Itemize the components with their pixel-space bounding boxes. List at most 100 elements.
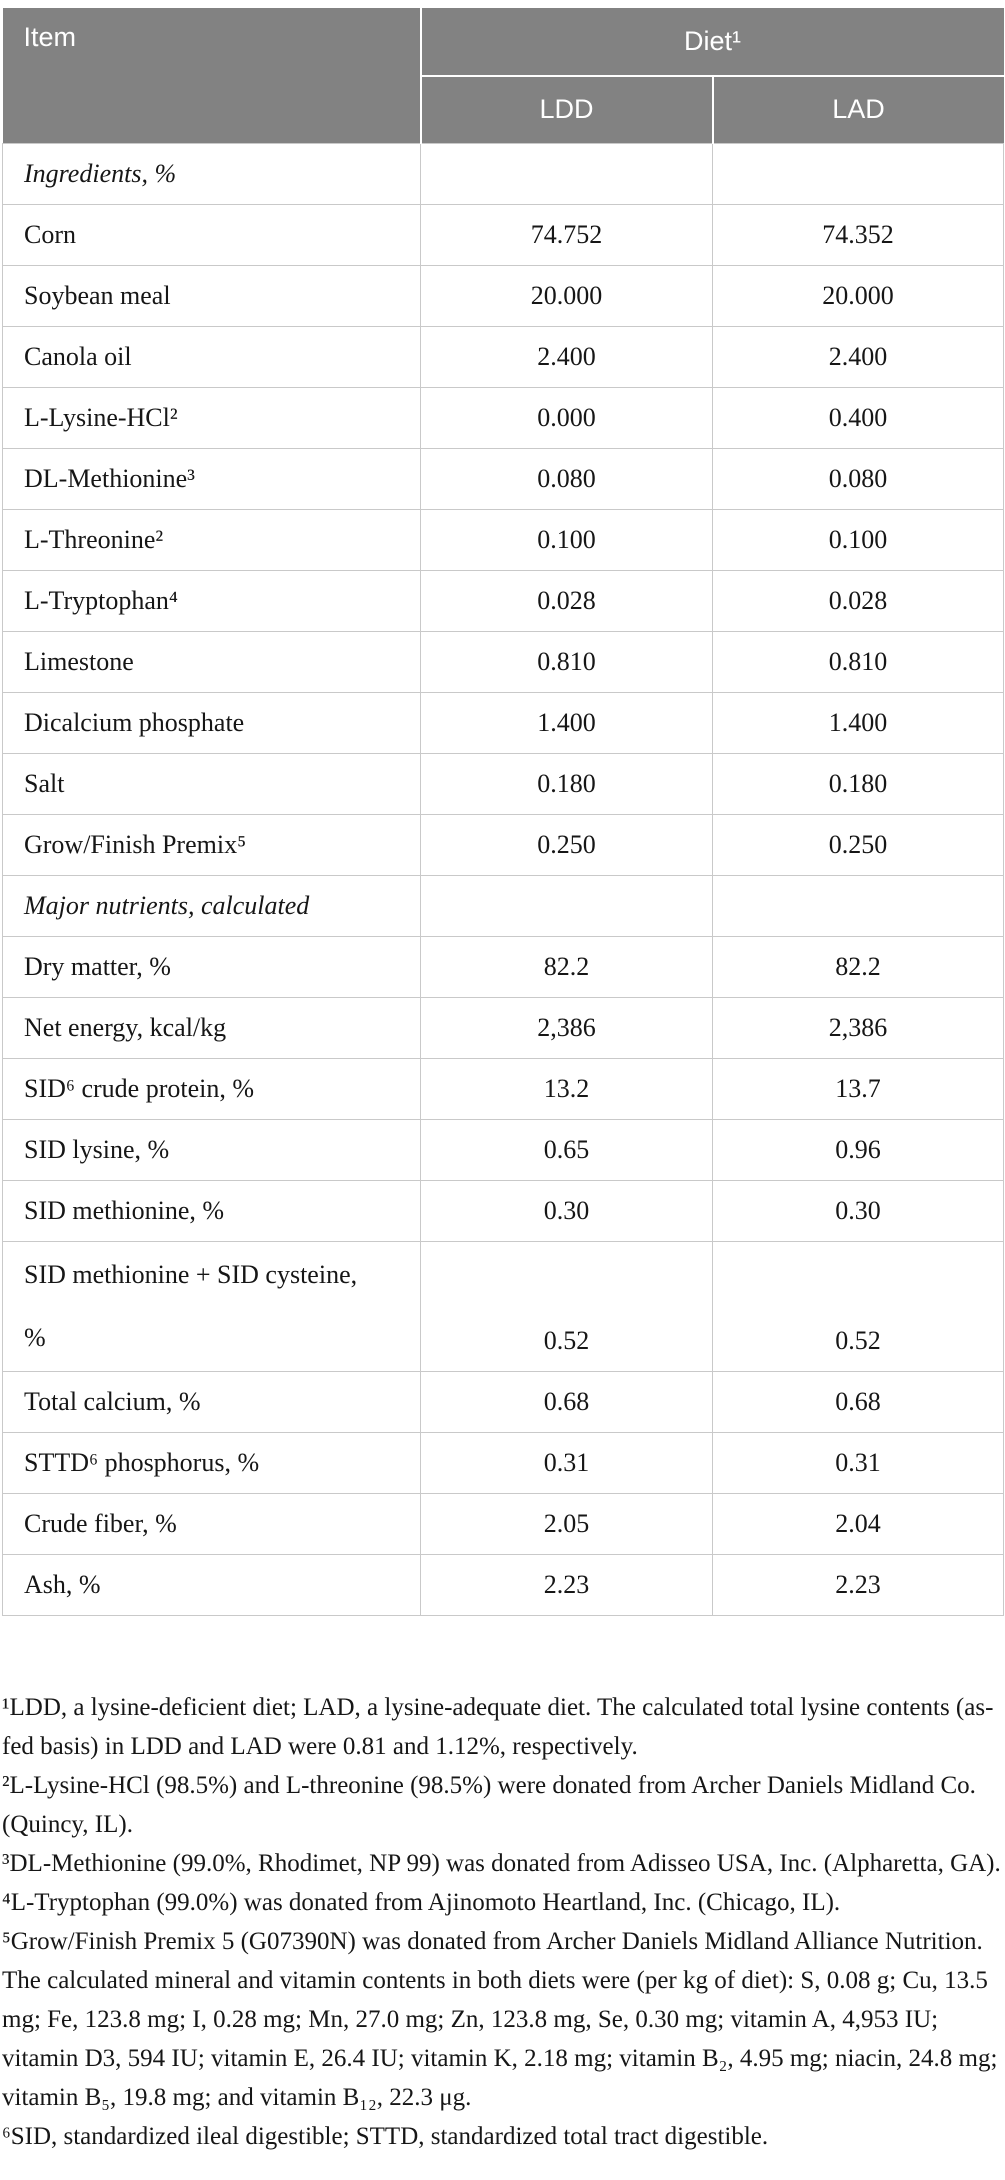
lad-value: 0.400: [711, 386, 1005, 449]
table-row: SID lysine, % 0.65 0.96: [2, 1118, 1005, 1181]
lad-value: 0.080: [711, 447, 1005, 510]
row-label: SID⁶ crude protein, %: [2, 1057, 421, 1120]
row-label: DL-Methionine³: [2, 447, 421, 510]
row-label: L-Threonine²: [2, 508, 421, 571]
table-row: Corn 74.752 74.352: [2, 203, 1005, 266]
lad-value: 0.31: [711, 1431, 1005, 1494]
lad-value: 20.000: [711, 264, 1005, 327]
lad-value: 0.68: [711, 1370, 1005, 1433]
table-row: Net energy, kcal/kg 2,386 2,386: [2, 996, 1005, 1059]
table-row: Crude fiber, % 2.05 2.04: [2, 1492, 1005, 1555]
table-header: Item Diet¹ LDD LAD: [2, 8, 1004, 143]
table-row: Salt 0.180 0.180: [2, 752, 1005, 815]
table-footnotes: ¹LDD, a lysine-deficient diet; LAD, a ly…: [2, 1688, 1003, 2156]
ldd-value: [420, 142, 713, 205]
ldd-value: 0.30: [420, 1179, 713, 1242]
row-label: Ingredients, %: [2, 142, 421, 205]
row-label: STTD⁶ phosphorus, %: [2, 1431, 421, 1494]
table-row: DL-Methionine³ 0.080 0.080: [2, 447, 1005, 510]
lad-value: 13.7: [711, 1057, 1005, 1120]
ldd-value: 0.250: [420, 813, 713, 876]
ldd-value: 20.000: [420, 264, 713, 327]
ldd-value: 2.05: [420, 1492, 713, 1555]
table-row: Major nutrients, calculated: [2, 874, 1005, 937]
ldd-value: 13.2: [420, 1057, 713, 1120]
ldd-value: 2.23: [420, 1553, 713, 1616]
lad-value: 0.52: [711, 1240, 1005, 1372]
table-row: Dry matter, % 82.2 82.2: [2, 935, 1005, 998]
ldd-value: 0.180: [420, 752, 713, 815]
row-label: Soybean meal: [2, 264, 421, 327]
column-header-lad: LAD: [711, 76, 1004, 143]
lad-value: [711, 142, 1005, 205]
row-label: Net energy, kcal/kg: [2, 996, 421, 1059]
lad-value: 1.400: [711, 691, 1005, 754]
table-row: SID methionine + SID cysteine, % 0.52 0.…: [2, 1240, 1005, 1372]
lad-value: 0.96: [711, 1118, 1005, 1181]
lad-value: 2.04: [711, 1492, 1005, 1555]
footnote-1: ¹LDD, a lysine-deficient diet; LAD, a ly…: [2, 1693, 994, 1760]
table-row: Ash, % 2.23 2.23: [2, 1553, 1005, 1616]
row-label: Salt: [2, 752, 421, 815]
row-label: Dry matter, %: [2, 935, 421, 998]
lad-value: 0.180: [711, 752, 1005, 815]
row-label: Major nutrients, calculated: [2, 874, 421, 937]
row-label: Crude fiber, %: [2, 1492, 421, 1555]
table-row: SID⁶ crude protein, % 13.2 13.7: [2, 1057, 1005, 1120]
lad-value: 82.2: [711, 935, 1005, 998]
lad-value: [711, 874, 1005, 937]
ldd-value: 0.65: [420, 1118, 713, 1181]
lad-value: 2.23: [711, 1553, 1005, 1616]
table-row: L-Tryptophan⁴ 0.028 0.028: [2, 569, 1005, 632]
table-body: Ingredients, % Corn 74.752 74.352 Soybea…: [2, 142, 1005, 1616]
row-label: L-Tryptophan⁴: [2, 569, 421, 632]
lad-value: 0.30: [711, 1179, 1005, 1242]
ldd-value: 2,386: [420, 996, 713, 1059]
row-label: SID methionine, %: [2, 1179, 421, 1242]
footnote-5: ⁵Grow/Finish Premix 5 (G07390N) was dona…: [2, 1927, 998, 2111]
ldd-value: 0.028: [420, 569, 713, 632]
row-label: Grow/Finish Premix⁵: [2, 813, 421, 876]
row-label: SID methionine + SID cysteine, %: [2, 1240, 421, 1372]
ldd-value: 0.52: [420, 1240, 713, 1372]
table-row: Ingredients, %: [2, 142, 1005, 205]
table-row: L-Threonine² 0.100 0.100: [2, 508, 1005, 571]
row-label: Limestone: [2, 630, 421, 693]
header-row-diet: Item Diet¹: [2, 8, 1004, 143]
row-label: Canola oil: [2, 325, 421, 388]
footnote-3: ³DL-Methionine (99.0%, Rhodimet, NP 99) …: [2, 1849, 1001, 1877]
lad-value: 0.028: [711, 569, 1005, 632]
table-row: Canola oil 2.400 2.400: [2, 325, 1005, 388]
table-row: Limestone 0.810 0.810: [2, 630, 1005, 693]
row-label: Ash, %: [2, 1553, 421, 1616]
ldd-value: 1.400: [420, 691, 713, 754]
table-row: Soybean meal 20.000 20.000: [2, 264, 1005, 327]
lad-value: 74.352: [711, 203, 1005, 266]
ldd-value: 0.000: [420, 386, 713, 449]
table-row: STTD⁶ phosphorus, % 0.31 0.31: [2, 1431, 1005, 1494]
column-header-ldd: LDD: [419, 76, 713, 143]
table-row: Dicalcium phosphate 1.400 1.400: [2, 691, 1005, 754]
ldd-value: 74.752: [420, 203, 713, 266]
column-header-diet: Diet¹: [419, 8, 1004, 77]
table-row: Grow/Finish Premix⁵ 0.250 0.250: [2, 813, 1005, 876]
column-header-item: Item: [2, 8, 421, 143]
ldd-value: 0.100: [420, 508, 713, 571]
ldd-value: [420, 874, 713, 937]
lad-value: 2,386: [711, 996, 1005, 1059]
ldd-value: 0.31: [420, 1431, 713, 1494]
header-row-subcolumns: LDD LAD: [3, 76, 1004, 143]
row-label: L-Lysine-HCl²: [2, 386, 421, 449]
row-label: Total calcium, %: [2, 1370, 421, 1433]
diet-composition-table: Item Diet¹ LDD LAD Ingredients, % Corn 7…: [2, 8, 1005, 1616]
row-label: SID lysine, %: [2, 1118, 421, 1181]
ldd-value: 0.080: [420, 447, 713, 510]
lad-value: 0.810: [711, 630, 1005, 693]
footnote-6: ⁶SID, standardized ileal digestible; STT…: [2, 2122, 769, 2150]
ldd-value: 0.68: [420, 1370, 713, 1433]
footnote-4: ⁴L-Tryptophan (99.0%) was donated from A…: [2, 1888, 841, 1916]
table-row: L-Lysine-HCl² 0.000 0.400: [2, 386, 1005, 449]
table-row: SID methionine, % 0.30 0.30: [2, 1179, 1005, 1242]
lad-value: 0.250: [711, 813, 1005, 876]
